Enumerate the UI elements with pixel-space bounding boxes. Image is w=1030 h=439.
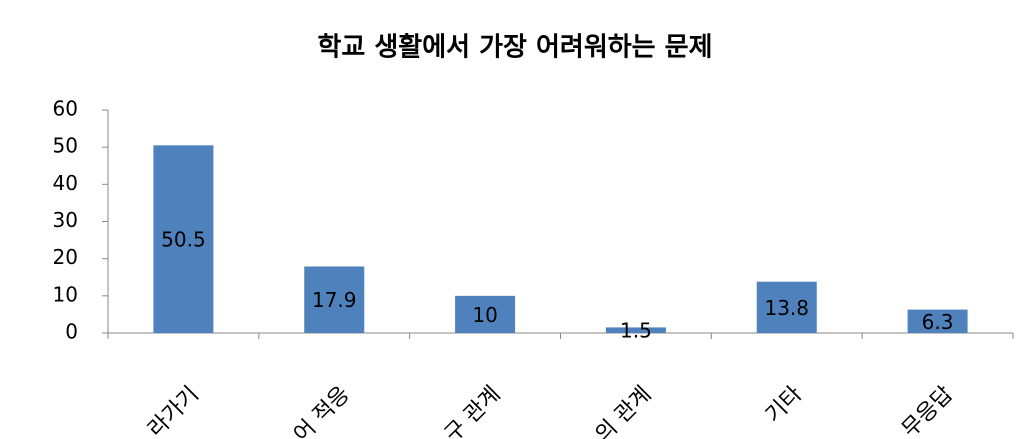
y-tick-label: 20 [53,245,78,269]
x-tick-label: 어 적응 [289,382,355,439]
data-label: 13.8 [764,296,809,320]
data-label: 1.5 [620,319,652,343]
data-label: 50.5 [161,228,206,252]
x-tick-label: 무응답 [897,382,958,439]
y-tick-label: 30 [53,208,78,232]
bar [756,281,817,333]
y-tick-label: 50 [53,134,78,158]
data-label: 17.9 [312,288,357,312]
x-tick-label: 기타 [761,382,807,428]
chart-title: 학교 생활에서 가장 어려워하는 문제 [317,33,712,63]
bar [455,295,516,333]
y-tick-label: 40 [53,171,78,195]
y-tick-label: 10 [53,282,78,306]
bar [907,309,968,333]
x-tick-label: 의 관계 [591,382,657,439]
x-tick-label: 라가기 [143,382,204,439]
bar [304,266,365,333]
data-label: 10 [472,303,497,327]
x-tick-label: 구 관계 [440,382,506,439]
data-label: 6.3 [922,310,954,334]
bar [153,145,214,333]
y-tick-label: 0 [65,320,78,344]
y-tick-label: 60 [53,97,78,121]
bar [605,327,666,333]
